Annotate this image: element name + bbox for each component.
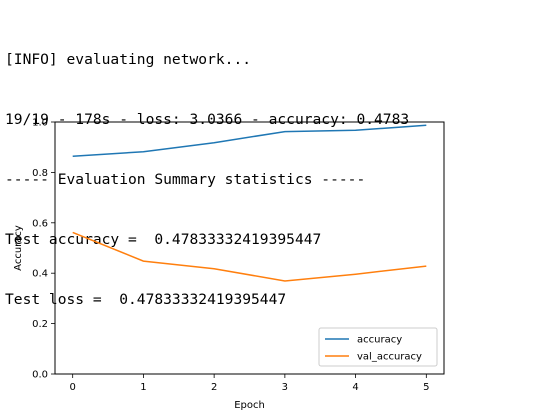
y-tick-label: 1.0 [32,118,48,129]
plot-area-frame [54,121,445,375]
x-tick-label: 3 [282,382,288,393]
console-line-info: [INFO] evaluating network... [5,51,252,68]
console-output: [INFO] evaluating network... 19/19 - 178… [5,10,409,330]
console-line-summary-header: ----- Evaluation Summary statistics ----… [5,171,366,188]
legend-label-val-accuracy: val_accuracy [357,352,422,363]
x-tick-label: 0 [69,382,75,393]
console-line-progress: 19/19 - 178s - loss: 3.0366 - accuracy: … [5,111,410,128]
legend-label-accuracy: accuracy [357,335,402,346]
x-tick-label: 4 [352,382,358,393]
legend: accuracy val_accuracy [318,327,438,367]
y-tick-label: 0.2 [32,319,48,330]
x-tick-label: 5 [423,382,429,393]
series-layer [72,124,427,282]
x-tick-label: 1 [140,382,146,393]
x-axis-ticks: 0 1 2 3 4 5 [69,374,430,393]
y-tick-label: 0.0 [32,370,48,381]
series-line-val-accuracy [72,231,427,282]
y-tick-label: 0.4 [32,269,48,280]
y-axis-label: Accuracy [13,225,24,271]
console-line-test-accuracy: Test accuracy = 0.47833332419395447 [5,231,322,248]
x-tick-label: 2 [211,382,217,393]
series-line-accuracy [72,124,427,158]
console-line-test-loss: Test loss = 0.47833332419395447 [5,291,287,308]
y-tick-label: 0.6 [32,218,48,229]
y-tick-label: 0.8 [32,168,48,179]
x-axis-label: Epoch [234,400,265,411]
y-axis-ticks: 0.0 0.2 0.4 0.6 0.8 1.0 [32,118,55,381]
